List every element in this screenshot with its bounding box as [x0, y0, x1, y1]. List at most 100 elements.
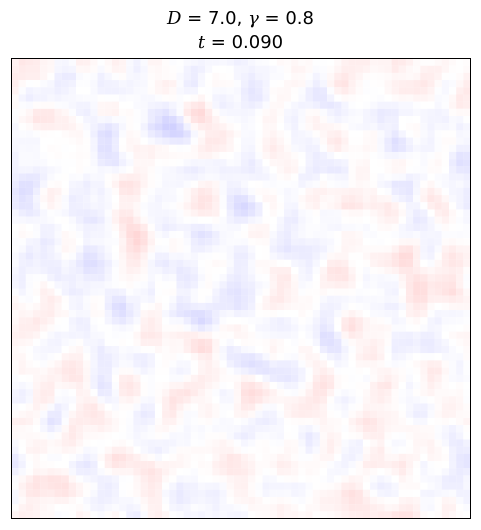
heatmap-cell — [11, 116, 19, 124]
heatmap-cell — [25, 367, 34, 375]
heatmap-cell — [133, 180, 141, 188]
heatmap-cell — [384, 151, 392, 160]
heatmap-cell — [147, 346, 155, 354]
heatmap-cell — [147, 231, 155, 239]
heatmap-cell — [384, 274, 392, 282]
heatmap-cell — [18, 389, 26, 397]
heatmap-cell — [176, 266, 184, 275]
heatmap-cell — [420, 65, 428, 73]
heatmap-cell — [133, 511, 141, 519]
heatmap-cell — [334, 245, 342, 253]
heatmap-cell — [76, 432, 84, 440]
heatmap-cell — [104, 245, 112, 253]
heatmap-cell — [334, 367, 342, 375]
heatmap-cell — [162, 331, 170, 339]
heatmap-cell — [176, 360, 184, 368]
heatmap-cell — [111, 144, 120, 152]
heatmap-cell — [241, 324, 249, 332]
heatmap-cell — [25, 80, 34, 88]
heatmap-cell — [291, 216, 299, 224]
heatmap-cell — [54, 302, 62, 311]
heatmap-cell — [391, 295, 399, 303]
heatmap-cell — [291, 130, 299, 138]
heatmap-cell — [384, 123, 392, 131]
heatmap-cell — [413, 159, 421, 167]
heatmap-cell — [47, 381, 55, 390]
heatmap-cell — [90, 446, 98, 454]
heatmap-cell — [405, 137, 414, 145]
heatmap-cell — [126, 338, 134, 347]
heatmap-cell — [54, 80, 62, 88]
heatmap-cell — [18, 151, 26, 160]
heatmap-cell — [126, 374, 134, 382]
heatmap-cell — [233, 482, 242, 490]
heatmap-cell — [319, 202, 328, 210]
heatmap-cell — [11, 417, 19, 426]
heatmap-cell — [83, 166, 91, 174]
heatmap-cell — [190, 381, 199, 390]
heatmap-cell — [183, 266, 191, 275]
heatmap-cell — [355, 317, 363, 325]
heatmap-cell — [162, 72, 170, 81]
heatmap-cell — [348, 108, 356, 117]
heatmap-cell — [448, 180, 457, 188]
heatmap-cell — [355, 338, 363, 347]
heatmap-cell — [47, 504, 55, 512]
heatmap-cell — [68, 130, 77, 138]
heatmap-cell — [154, 310, 163, 318]
heatmap-cell — [61, 489, 69, 497]
heatmap-cell — [154, 216, 163, 224]
heatmap-cell — [169, 331, 177, 339]
heatmap-cell — [133, 245, 141, 253]
heatmap-cell — [348, 159, 356, 167]
heatmap-cell — [83, 130, 91, 138]
heatmap-cell — [463, 187, 471, 196]
heatmap-cell — [327, 80, 335, 88]
heatmap-cell — [312, 80, 320, 88]
heatmap-cell — [18, 288, 26, 296]
heatmap-cell — [205, 374, 213, 382]
heatmap-cell — [370, 245, 378, 253]
heatmap-cell — [219, 410, 227, 418]
heatmap-cell — [162, 475, 170, 483]
heatmap-cell — [284, 80, 292, 88]
heatmap-cell — [362, 108, 371, 117]
heatmap-cell — [205, 87, 213, 95]
heatmap-cell — [76, 216, 84, 224]
heatmap-cell — [370, 446, 378, 454]
heatmap-cell — [212, 94, 220, 102]
heatmap-cell — [434, 338, 442, 347]
heatmap-cell — [291, 101, 299, 109]
heatmap-cell — [47, 245, 55, 253]
heatmap-cell — [162, 353, 170, 361]
heatmap-cell — [334, 496, 342, 505]
heatmap-cell — [119, 425, 127, 433]
heatmap-cell — [47, 482, 55, 490]
heatmap-cell — [11, 453, 19, 462]
heatmap-cell — [154, 511, 163, 519]
heatmap-cell — [111, 446, 120, 454]
heatmap-cell — [190, 425, 199, 433]
heatmap-cell — [463, 511, 471, 519]
heatmap-cell — [104, 360, 112, 368]
heatmap-cell — [248, 80, 256, 88]
heatmap-cell — [90, 288, 98, 296]
heatmap-cell — [54, 223, 62, 232]
heatmap-cell — [212, 130, 220, 138]
heatmap-cell — [147, 72, 155, 81]
heatmap-cell — [68, 324, 77, 332]
heatmap-cell — [434, 410, 442, 418]
heatmap-cell — [162, 80, 170, 88]
heatmap-cell — [176, 159, 184, 167]
heatmap-cell — [420, 475, 428, 483]
heatmap-cell — [319, 310, 328, 318]
heatmap-cell — [377, 317, 385, 325]
heatmap-cell — [441, 274, 450, 282]
heatmap-cell — [291, 461, 299, 469]
heatmap-cell — [463, 252, 471, 260]
heatmap-cell — [61, 439, 69, 447]
heatmap-cell — [398, 496, 406, 505]
heatmap-cell — [284, 417, 292, 426]
heatmap-cell — [83, 482, 91, 490]
heatmap-cell — [441, 245, 450, 253]
